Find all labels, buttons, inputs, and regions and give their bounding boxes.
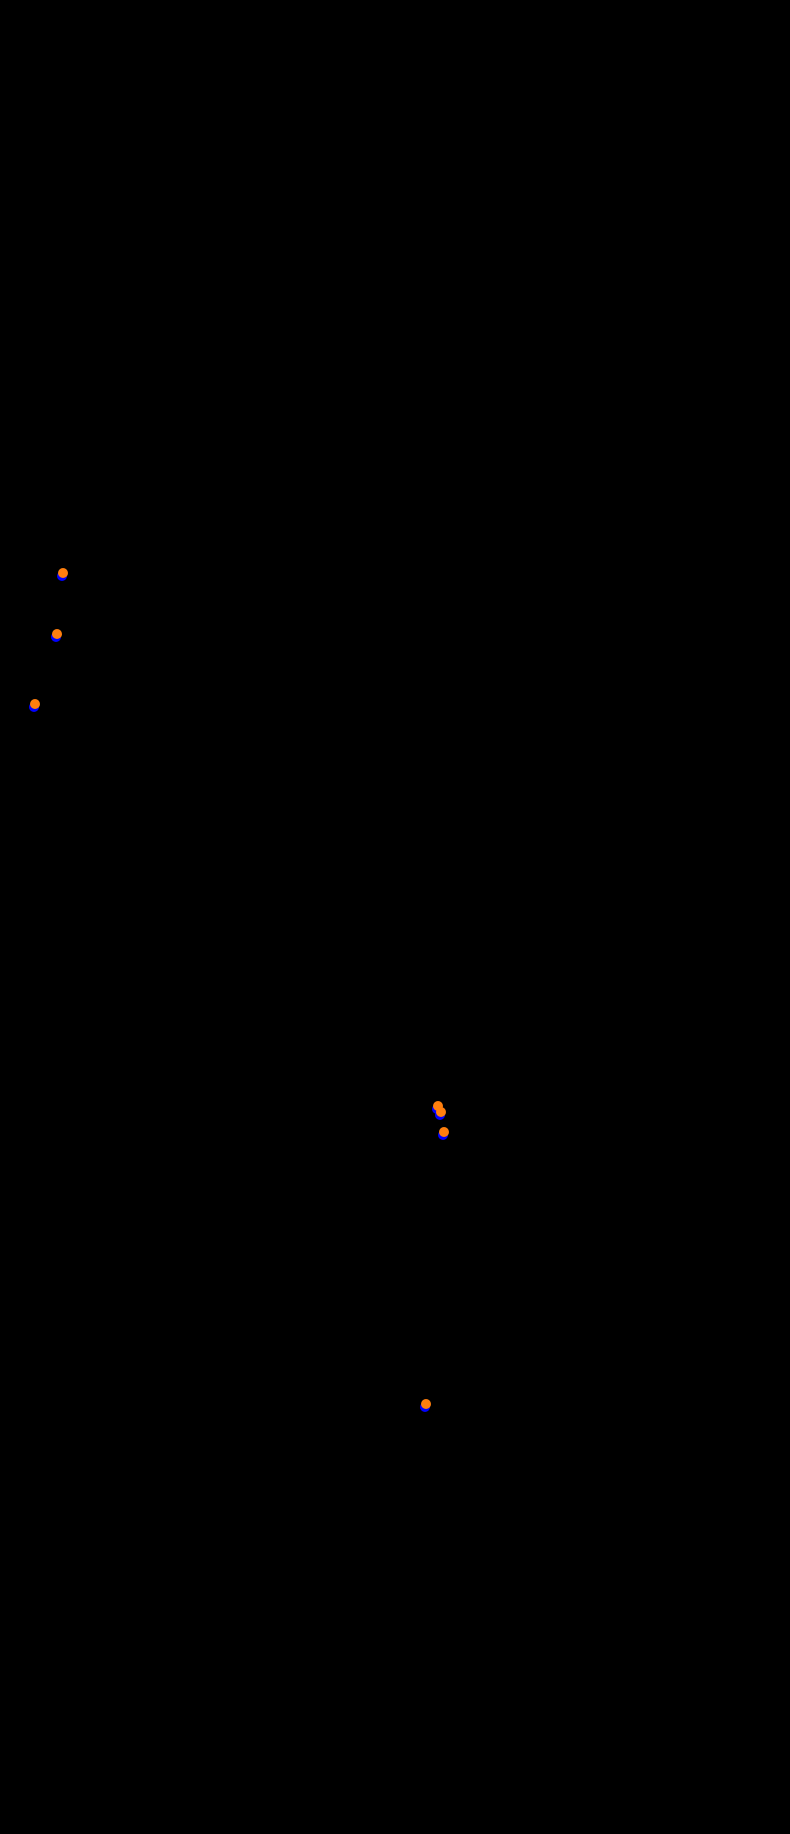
scatter-point-halo [57, 571, 67, 581]
scatter-point [438, 1127, 449, 1140]
scatter-point-halo [432, 1104, 442, 1114]
scatter-point-halo [51, 632, 61, 642]
scatter-point-halo [29, 702, 39, 712]
scatter-point [29, 699, 40, 712]
scatter-point [435, 1107, 446, 1120]
scatter-point [51, 629, 62, 642]
scatter-point [420, 1399, 431, 1412]
scatter-point-dot [58, 568, 68, 578]
scatter-point-dot [421, 1399, 431, 1409]
scatter-point-dot [30, 699, 40, 709]
scatter-point-halo [420, 1402, 430, 1412]
scatter-point [432, 1101, 443, 1114]
scatter-point [57, 568, 68, 581]
scatter-point-dot [433, 1101, 443, 1111]
scatter-point-dot [436, 1107, 446, 1117]
scatter-point-halo [435, 1110, 445, 1120]
scatter-point-dot [52, 629, 62, 639]
scatter-point-dot [439, 1127, 449, 1137]
scatter-point-halo [438, 1130, 448, 1140]
